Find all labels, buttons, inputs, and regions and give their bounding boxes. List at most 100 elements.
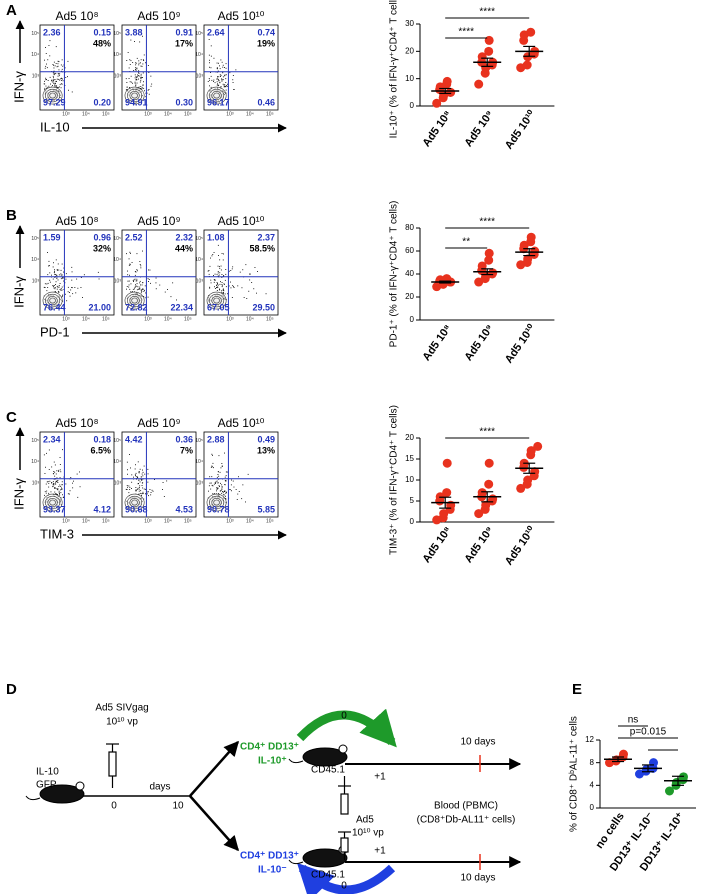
event-dot (213, 279, 215, 280)
flow-y-label: IFN-γ (11, 71, 26, 103)
flow-tick-label: 10³ (226, 111, 234, 117)
event-dot (216, 487, 218, 488)
flow-tick-label: 10⁵ (266, 316, 274, 322)
data-point (477, 261, 487, 271)
event-dot (225, 495, 226, 497)
event-dot (58, 286, 60, 288)
event-dot (61, 83, 63, 85)
event-dot (43, 454, 45, 456)
event-dot (210, 72, 211, 73)
event-dot (225, 63, 227, 65)
event-dot (53, 74, 55, 76)
diagram-label: 0 (111, 801, 117, 812)
event-dot (224, 476, 226, 478)
event-dot (46, 490, 48, 492)
event-dot (211, 255, 213, 257)
y-tick-label: 0 (410, 517, 415, 526)
event-dot (52, 473, 54, 475)
event-dot (126, 86, 128, 88)
y-tick-label: 30 (405, 19, 414, 28)
event-dot (139, 81, 141, 83)
data-point (665, 786, 674, 796)
event-dot (138, 86, 140, 88)
event-dot (63, 280, 65, 282)
event-dot (219, 68, 221, 70)
quadrant-value: 29.50 (252, 302, 275, 312)
flow-y-label: IFN-γ (11, 478, 26, 510)
event-dot (232, 75, 234, 76)
flow-tick-label: 10⁵ (102, 316, 110, 322)
event-dot (135, 475, 136, 477)
event-dot (51, 274, 52, 276)
event-dot (55, 259, 57, 261)
event-dot (225, 67, 227, 69)
event-dot (54, 65, 56, 67)
event-dot (71, 287, 73, 288)
event-dot (150, 85, 152, 87)
event-dot (125, 488, 127, 490)
flow-tick-label: 10³ (144, 111, 152, 117)
x-tick-label: Ad5 10⁸ (421, 109, 455, 150)
flow-tick-label: 10⁵ (113, 438, 121, 444)
event-dot (51, 466, 53, 468)
event-dot (210, 86, 212, 88)
event-dot (44, 473, 46, 474)
event-dot (139, 492, 141, 494)
event-dot (67, 60, 69, 62)
event-dot (133, 476, 134, 478)
event-dot (225, 491, 227, 493)
data-point (474, 79, 484, 89)
event-dot (129, 264, 131, 266)
event-dot (216, 286, 218, 288)
flow-tick-label: 10³ (62, 518, 70, 524)
event-dot (141, 289, 143, 291)
event-dot (137, 461, 139, 463)
event-dot (139, 261, 141, 262)
event-dot (218, 274, 220, 276)
event-dot (130, 252, 131, 254)
event-dot (54, 273, 56, 275)
mouse (25, 744, 348, 868)
event-dot (223, 494, 225, 496)
event-dot (48, 492, 50, 494)
event-dot (141, 473, 143, 475)
flow-x-label: PD-1 (40, 324, 70, 339)
diagram-shapes (25, 708, 522, 894)
transfer-arrow (296, 708, 397, 748)
event-dot (44, 87, 46, 89)
quadrant-value: 67.05 (207, 302, 230, 312)
event-dot (166, 480, 168, 482)
event-dot (127, 52, 129, 53)
event-dot (51, 79, 53, 81)
event-dot (52, 85, 53, 86)
event-dot (241, 287, 243, 289)
event-dot (218, 455, 220, 457)
y-tick-label: 80 (405, 223, 414, 232)
event-dot (54, 464, 56, 466)
event-dot (138, 287, 140, 289)
flow-title: Ad5 10¹⁰ (218, 416, 265, 430)
event-dot (213, 483, 215, 485)
flow-title: Ad5 10⁸ (55, 9, 98, 23)
event-dot (66, 300, 68, 302)
density-contour (131, 297, 138, 304)
event-dot (134, 287, 136, 288)
event-dot (219, 289, 221, 291)
quadrant-value: 2.64 (207, 27, 225, 37)
y-axis-label: IL-10⁺ (% of IFN-γ⁺CD4⁺ T cells) (389, 0, 400, 138)
event-dot (56, 493, 57, 495)
event-dot (46, 452, 47, 454)
event-dot (132, 280, 134, 281)
flow-tick-label: 10³ (32, 480, 40, 486)
event-dot (208, 270, 210, 271)
data-point (484, 248, 494, 258)
flow-tick-label: 10⁵ (195, 236, 203, 242)
event-dot (45, 47, 46, 48)
event-dot (126, 82, 128, 83)
event-dot (54, 487, 56, 489)
event-dot (253, 288, 255, 290)
event-dot (130, 291, 132, 293)
event-dot (148, 281, 149, 282)
event-dot (58, 492, 60, 494)
event-dot (136, 68, 138, 70)
